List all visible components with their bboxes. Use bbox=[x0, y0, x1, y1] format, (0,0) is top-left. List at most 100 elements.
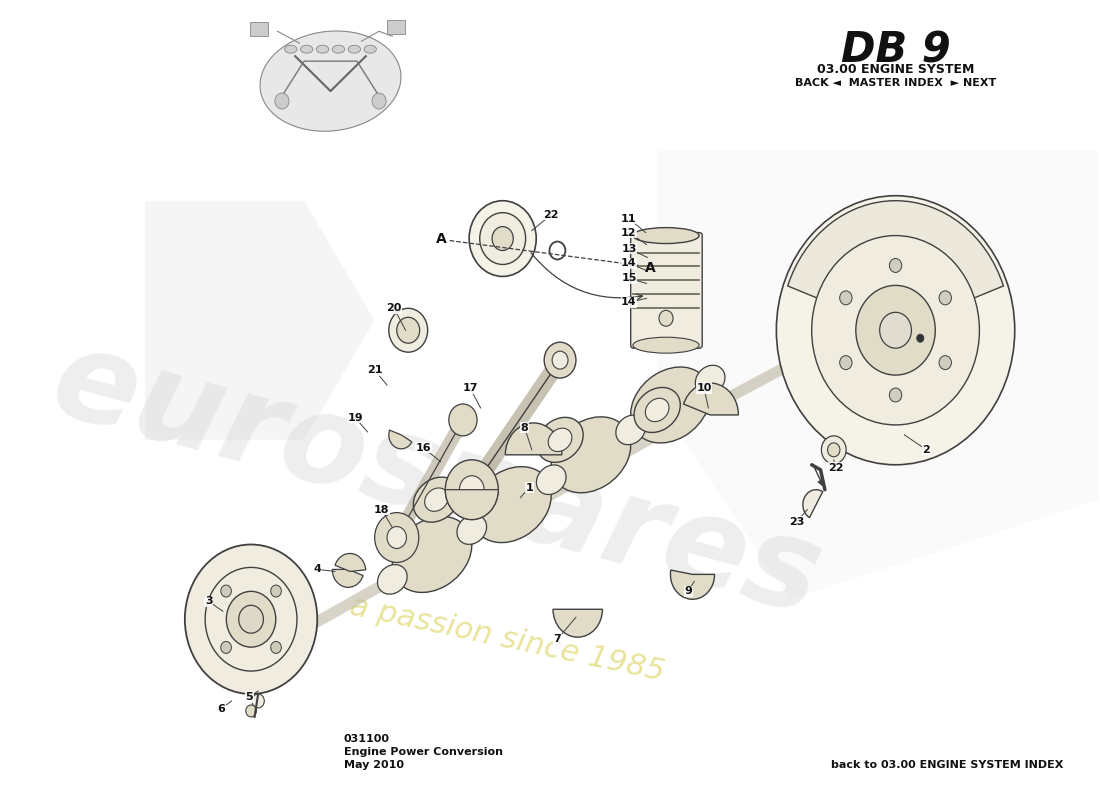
Wedge shape bbox=[332, 570, 363, 587]
Text: 21: 21 bbox=[367, 365, 383, 375]
Circle shape bbox=[387, 526, 406, 549]
Wedge shape bbox=[388, 430, 411, 449]
Text: a passion since 1985: a passion since 1985 bbox=[346, 592, 668, 686]
Circle shape bbox=[221, 642, 231, 654]
Circle shape bbox=[777, 196, 1014, 465]
Circle shape bbox=[185, 545, 317, 694]
Ellipse shape bbox=[537, 465, 566, 494]
Circle shape bbox=[480, 213, 526, 265]
Circle shape bbox=[271, 642, 282, 654]
Ellipse shape bbox=[634, 387, 680, 433]
Ellipse shape bbox=[414, 477, 460, 522]
Wedge shape bbox=[788, 201, 1003, 330]
Text: 6: 6 bbox=[217, 704, 226, 714]
Ellipse shape bbox=[537, 418, 583, 462]
FancyBboxPatch shape bbox=[250, 22, 267, 36]
Circle shape bbox=[839, 291, 853, 305]
Circle shape bbox=[492, 226, 514, 250]
Circle shape bbox=[275, 93, 289, 109]
Text: BACK ◄  MASTER INDEX  ► NEXT: BACK ◄ MASTER INDEX ► NEXT bbox=[795, 78, 997, 88]
Ellipse shape bbox=[393, 517, 472, 593]
Ellipse shape bbox=[551, 417, 630, 493]
Polygon shape bbox=[145, 201, 375, 440]
Ellipse shape bbox=[285, 46, 297, 54]
Polygon shape bbox=[657, 151, 1099, 599]
Circle shape bbox=[206, 567, 297, 671]
Text: 18: 18 bbox=[374, 505, 389, 514]
Ellipse shape bbox=[548, 428, 572, 451]
Text: Engine Power Conversion: Engine Power Conversion bbox=[344, 746, 503, 757]
Text: 3: 3 bbox=[205, 596, 212, 606]
Text: 15: 15 bbox=[621, 274, 637, 283]
Text: 03.00 ENGINE SYSTEM: 03.00 ENGINE SYSTEM bbox=[817, 63, 975, 76]
Ellipse shape bbox=[425, 488, 449, 511]
Text: 14: 14 bbox=[621, 298, 637, 307]
Ellipse shape bbox=[317, 46, 329, 54]
Circle shape bbox=[375, 513, 419, 562]
Ellipse shape bbox=[695, 366, 725, 395]
Ellipse shape bbox=[472, 466, 551, 542]
Circle shape bbox=[239, 606, 263, 633]
Ellipse shape bbox=[377, 565, 407, 594]
Wedge shape bbox=[553, 610, 603, 637]
Circle shape bbox=[939, 291, 952, 305]
Ellipse shape bbox=[632, 228, 700, 243]
Ellipse shape bbox=[349, 46, 361, 54]
Wedge shape bbox=[336, 554, 366, 571]
Circle shape bbox=[939, 356, 952, 370]
Wedge shape bbox=[803, 490, 823, 518]
Circle shape bbox=[880, 312, 912, 348]
Ellipse shape bbox=[456, 514, 486, 544]
Text: 9: 9 bbox=[684, 586, 692, 596]
Text: A: A bbox=[645, 262, 656, 275]
Circle shape bbox=[822, 436, 846, 464]
Text: 14: 14 bbox=[621, 258, 637, 269]
Ellipse shape bbox=[260, 31, 402, 131]
Circle shape bbox=[372, 93, 386, 109]
Text: 17: 17 bbox=[462, 383, 477, 393]
Circle shape bbox=[856, 286, 935, 375]
Circle shape bbox=[552, 351, 568, 369]
Text: 12: 12 bbox=[621, 227, 637, 238]
Text: 4: 4 bbox=[314, 565, 321, 574]
Ellipse shape bbox=[332, 46, 344, 54]
Ellipse shape bbox=[300, 46, 312, 54]
Text: 22: 22 bbox=[543, 210, 559, 220]
Circle shape bbox=[397, 318, 420, 343]
Circle shape bbox=[446, 460, 498, 519]
Circle shape bbox=[812, 235, 979, 425]
Text: 5: 5 bbox=[245, 692, 253, 702]
Text: back to 03.00 ENGINE SYSTEM INDEX: back to 03.00 ENGINE SYSTEM INDEX bbox=[830, 760, 1064, 770]
Wedge shape bbox=[670, 570, 715, 599]
Circle shape bbox=[469, 201, 536, 277]
Circle shape bbox=[252, 694, 264, 708]
Circle shape bbox=[544, 342, 576, 378]
Ellipse shape bbox=[632, 338, 700, 353]
Circle shape bbox=[460, 476, 484, 504]
Text: 11: 11 bbox=[621, 214, 637, 224]
Text: 2: 2 bbox=[923, 445, 931, 455]
Circle shape bbox=[916, 334, 924, 342]
Text: DB 9: DB 9 bbox=[840, 30, 950, 71]
Text: 23: 23 bbox=[789, 517, 804, 526]
Circle shape bbox=[659, 310, 673, 326]
Text: 7: 7 bbox=[553, 634, 561, 644]
Text: 22: 22 bbox=[828, 462, 844, 473]
Ellipse shape bbox=[364, 46, 376, 54]
Text: 19: 19 bbox=[348, 413, 363, 423]
Circle shape bbox=[827, 443, 840, 457]
Text: 20: 20 bbox=[386, 303, 402, 314]
FancyBboxPatch shape bbox=[387, 20, 405, 34]
Text: eurospares: eurospares bbox=[40, 319, 834, 641]
Circle shape bbox=[839, 356, 853, 370]
Circle shape bbox=[388, 308, 428, 352]
Circle shape bbox=[449, 404, 477, 436]
Wedge shape bbox=[505, 423, 562, 455]
Ellipse shape bbox=[646, 398, 669, 422]
Text: A: A bbox=[436, 231, 447, 246]
Circle shape bbox=[221, 585, 231, 597]
Text: May 2010: May 2010 bbox=[344, 760, 404, 770]
Circle shape bbox=[890, 388, 902, 402]
FancyBboxPatch shape bbox=[630, 233, 702, 348]
Text: 16: 16 bbox=[416, 443, 431, 453]
